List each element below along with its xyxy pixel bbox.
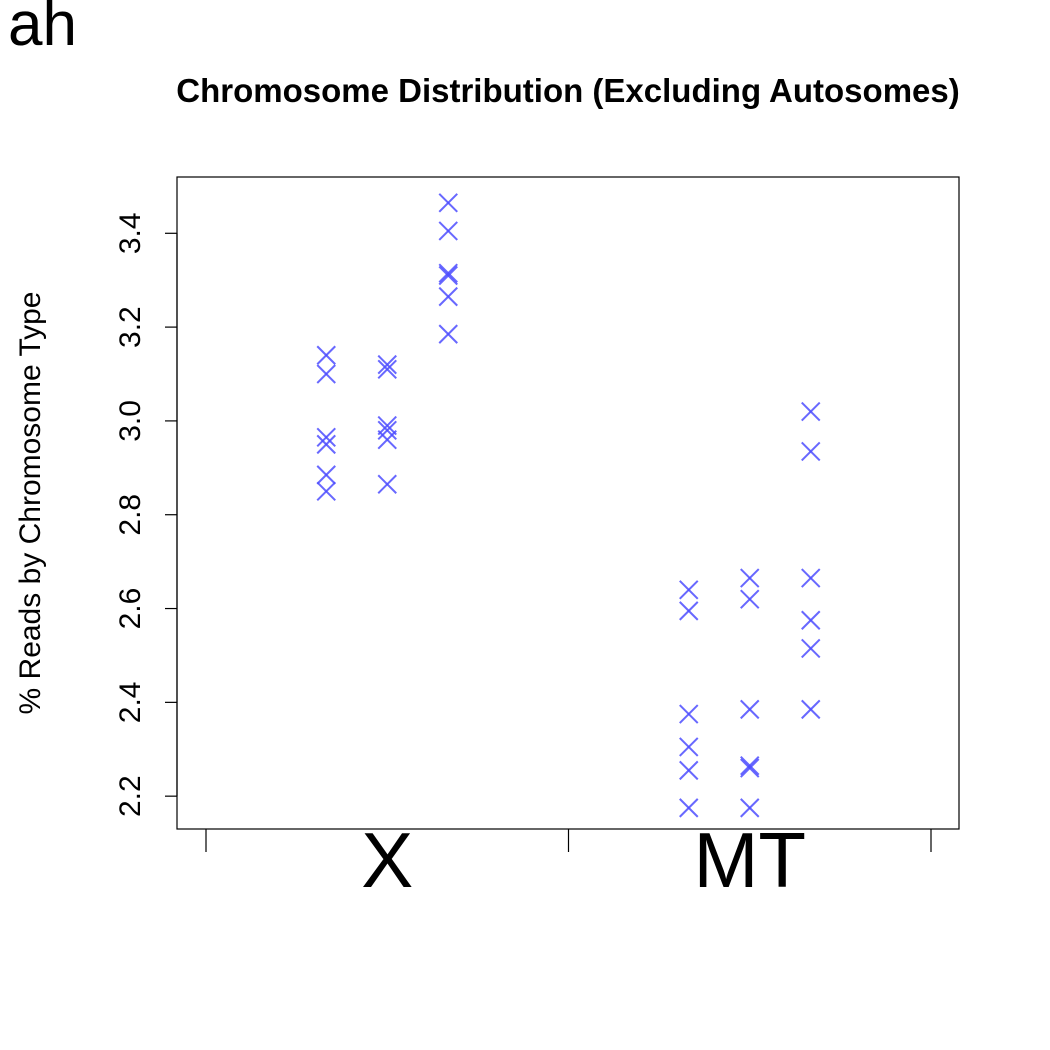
data-point — [316, 481, 336, 501]
data-point — [801, 638, 821, 659]
x-axis: X MT — [205, 816, 932, 904]
data-point — [740, 589, 760, 609]
data-point — [316, 364, 336, 384]
data-point — [679, 760, 699, 781]
data-point — [438, 324, 458, 344]
data-point — [316, 465, 336, 485]
data-point — [740, 755, 760, 776]
y-tick-label: 2.2 — [114, 775, 147, 817]
data-point — [801, 699, 821, 720]
data-point — [377, 415, 397, 436]
data-point — [801, 401, 821, 422]
data-point — [679, 601, 699, 621]
data-point — [377, 474, 397, 494]
data-point — [377, 354, 397, 375]
data-point — [316, 427, 336, 448]
y-axis-label: % Reads by Chromosome Type — [14, 292, 47, 715]
data-point — [740, 798, 760, 818]
data-point — [801, 610, 821, 630]
y-tick-label: 2.8 — [114, 494, 147, 536]
panel-label: ah — [8, 0, 77, 59]
x-category-label: MT — [693, 816, 806, 904]
y-tick-label: 3.4 — [114, 212, 147, 254]
data-point — [438, 263, 458, 283]
data-point — [679, 737, 699, 757]
data-point — [679, 580, 699, 600]
data-point — [377, 420, 397, 441]
data-point — [377, 429, 397, 450]
data-point — [801, 568, 821, 588]
data-point — [438, 286, 458, 307]
x-category-label: X — [361, 816, 413, 904]
y-tick-label: 3.2 — [114, 306, 147, 348]
data-point — [316, 345, 336, 365]
data-point — [740, 699, 760, 720]
y-tick-label: 2.6 — [114, 588, 147, 630]
data-point — [438, 265, 458, 286]
chart-title: Chromosome Distribution (Excluding Autos… — [176, 72, 959, 109]
data-point — [316, 434, 336, 455]
y-tick-label: 3.0 — [114, 400, 147, 442]
y-tick-label: 2.4 — [114, 681, 147, 723]
data-point — [740, 568, 760, 588]
data-point — [377, 359, 397, 380]
data-point — [679, 798, 699, 818]
data-point — [801, 441, 821, 462]
plot-frame — [176, 176, 960, 830]
data-points — [316, 193, 821, 818]
data-point — [438, 193, 458, 213]
y-axis: 2.2 2.4 2.6 2.8 3.0 3.2 3.4 — [114, 212, 178, 817]
data-point — [740, 758, 760, 778]
data-point — [679, 704, 699, 724]
data-point — [438, 221, 458, 241]
